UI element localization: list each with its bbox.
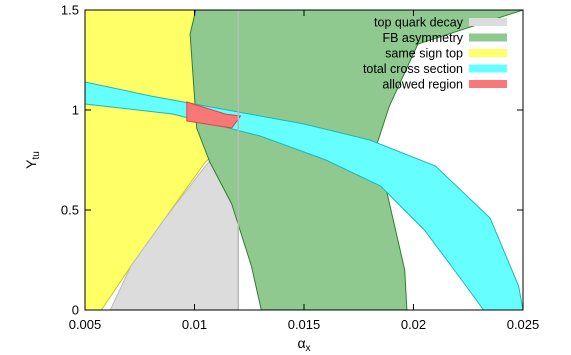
x-axis-label: αx [297, 335, 310, 354]
x-tick-label: 0.02 [401, 317, 426, 332]
y-tick-label: 0.5 [61, 203, 79, 218]
legend-label: allowed region [382, 78, 463, 92]
region-total-cross-section [85, 81, 523, 310]
legend-label: FB asymmetry [382, 31, 463, 45]
y-tick-label: 0 [72, 303, 79, 318]
legend-swatch [469, 64, 507, 73]
y-tick-label: 1 [72, 103, 79, 118]
y-axis-label: Ytu [23, 151, 42, 169]
legend-swatch [469, 80, 507, 88]
x-tick-label: 0.015 [288, 317, 321, 332]
legend-label: total cross section [363, 62, 463, 76]
x-tick-label: 0.01 [182, 317, 207, 332]
x-axis-ticks: 0.005 0.01 0.015 0.02 0.025 [69, 10, 540, 332]
legend-swatch [469, 49, 507, 57]
plot-regions [85, 10, 523, 310]
y-axis-ticks: 0 0.5 1 1.5 [61, 3, 523, 318]
y-tick-label: 1.5 [61, 3, 79, 18]
legend-label: top quark decay [374, 16, 464, 30]
legend-label: same sign top [385, 47, 463, 61]
legend-swatch [469, 18, 507, 26]
region-allowed-region [186, 101, 242, 129]
legend-swatch [469, 33, 507, 42]
x-tick-label: 0.005 [69, 317, 102, 332]
x-tick-label: 0.025 [507, 317, 540, 332]
